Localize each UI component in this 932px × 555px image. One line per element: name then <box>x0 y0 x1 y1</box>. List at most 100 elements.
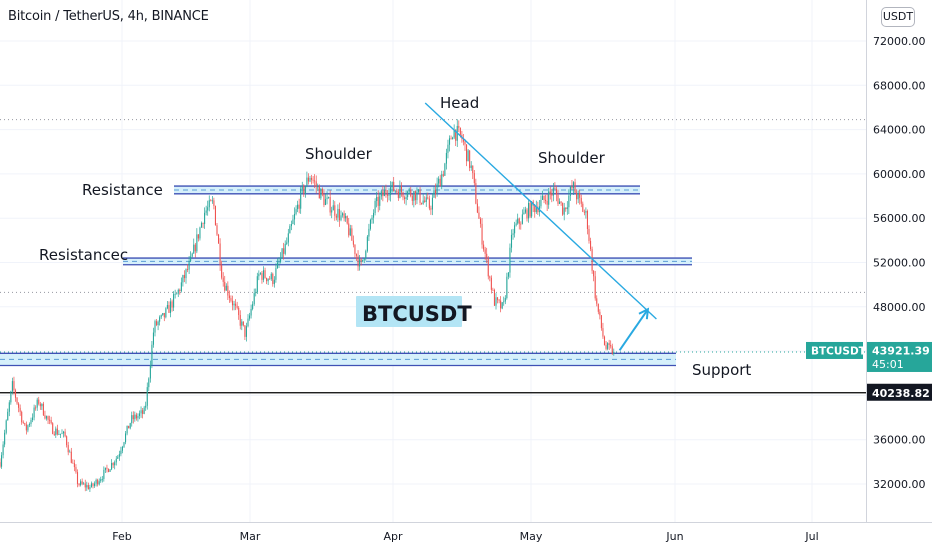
candle-body <box>566 207 568 210</box>
candle-body <box>169 301 172 313</box>
candle-body <box>470 165 472 168</box>
candle-body <box>157 321 159 326</box>
label-support: Support <box>692 361 751 379</box>
candle-body <box>448 138 451 145</box>
candle-body <box>360 259 362 262</box>
candle-body <box>410 189 412 196</box>
y-tick-label: 56000.00 <box>873 212 926 225</box>
price-axis[interactable]: 32000.0036000.0040000.0044000.0048000.00… <box>806 35 932 491</box>
candle-body <box>365 251 367 259</box>
label-resistance: Resistance <box>82 181 163 199</box>
currency-button[interactable]: USDT <box>881 7 915 27</box>
candle-body <box>103 469 105 479</box>
candle-body <box>120 450 122 455</box>
candle-body <box>171 301 173 308</box>
candle-body <box>230 298 232 301</box>
candle-body <box>497 297 499 300</box>
candle-body <box>208 200 210 208</box>
candle-body <box>259 273 261 274</box>
candle-body <box>174 293 176 295</box>
candle-body <box>466 144 468 162</box>
candle-body <box>335 215 337 218</box>
candle-body <box>188 260 190 270</box>
y-tick-label: 36000.00 <box>873 434 926 447</box>
candle-body <box>563 207 565 215</box>
candle-body <box>510 234 513 248</box>
candle-body <box>357 255 359 267</box>
candle-body <box>385 189 387 194</box>
candle-body <box>72 462 74 464</box>
label-head: Head <box>440 94 479 112</box>
candle-body <box>247 318 249 327</box>
candle-body <box>529 203 531 217</box>
candle-body <box>596 298 598 304</box>
candle-body <box>242 321 244 326</box>
candle-body <box>390 187 392 196</box>
candle-body <box>478 212 480 219</box>
overlays <box>424 102 657 351</box>
candle-body <box>342 213 344 216</box>
label-shoulder-right: Shoulder <box>538 149 606 167</box>
candle-body <box>326 197 328 200</box>
candle-body <box>328 197 330 198</box>
candle-body <box>255 292 257 294</box>
candle-body <box>111 462 113 470</box>
candle-body <box>540 199 542 207</box>
candle-body <box>10 391 12 403</box>
candle-body <box>314 180 316 182</box>
candle-body <box>239 314 241 326</box>
candle-body <box>14 390 17 398</box>
last-price-tag-bg <box>867 341 932 372</box>
candle-body <box>44 415 46 419</box>
candle-body <box>531 201 533 217</box>
candle-body <box>123 442 125 447</box>
candle-body <box>442 174 444 176</box>
candle-body <box>106 467 108 469</box>
candle-body <box>28 423 30 426</box>
candle-body <box>13 381 15 391</box>
candle-body <box>261 273 263 280</box>
candle-body <box>399 186 401 198</box>
candle-body <box>39 403 41 407</box>
candle-body <box>92 483 94 486</box>
candle-body <box>473 173 475 184</box>
candle-body <box>49 419 51 421</box>
candle-body <box>413 191 415 201</box>
candle-body <box>228 295 230 299</box>
candle-body <box>574 182 576 193</box>
candle-body <box>86 485 88 488</box>
candle-body <box>338 208 340 221</box>
candle-body <box>407 191 409 198</box>
candle-body <box>289 226 291 234</box>
candle-body <box>25 424 27 431</box>
candle-body <box>559 201 561 204</box>
candle-body <box>63 431 65 434</box>
candle-body <box>59 433 61 435</box>
candle-body <box>444 163 446 176</box>
candle-body <box>397 191 399 198</box>
candle-body <box>453 129 455 138</box>
candle-body <box>56 428 58 435</box>
candle-body <box>129 423 131 429</box>
last-price-tag: 43921.39 <box>872 344 930 357</box>
candle-body <box>250 308 252 316</box>
candle-body <box>166 304 168 309</box>
candle-body <box>253 293 255 305</box>
candle-body <box>602 328 604 337</box>
candle-body <box>484 249 486 254</box>
candle-body <box>359 259 361 267</box>
candle-body <box>433 190 435 198</box>
time-axis[interactable]: Feb Mar Apr May Jun Jul <box>112 530 818 543</box>
candle-body <box>546 200 548 205</box>
candle-body <box>160 315 162 318</box>
candle-body <box>165 308 167 318</box>
candle-body <box>503 301 505 303</box>
candle-body <box>112 462 114 466</box>
candle-body <box>586 211 588 230</box>
candle-body <box>117 456 119 459</box>
candle-body <box>585 211 587 213</box>
candle-body <box>280 258 282 262</box>
candle-body <box>298 204 300 209</box>
